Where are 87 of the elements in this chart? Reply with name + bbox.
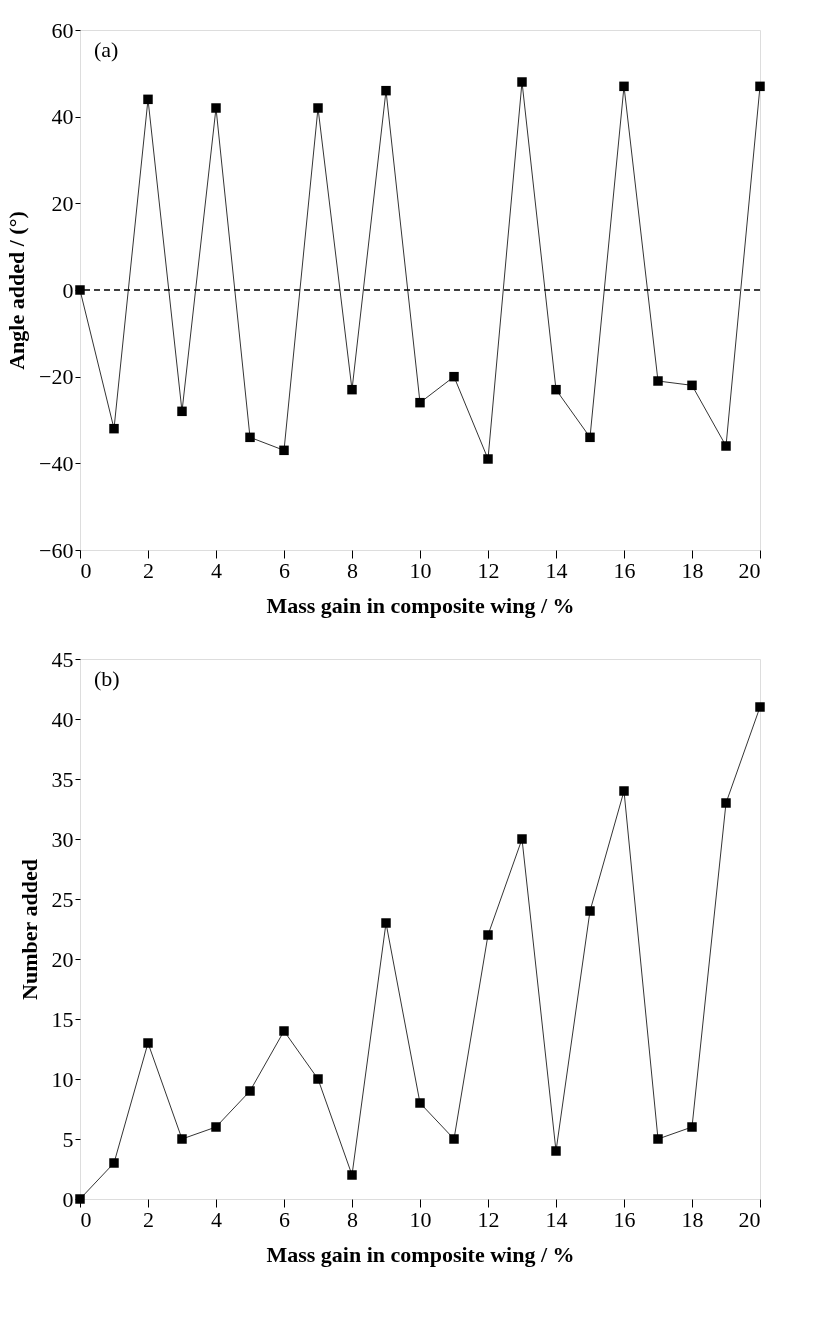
point bbox=[177, 1134, 187, 1144]
x-tick-label: 18 bbox=[681, 1206, 704, 1232]
point bbox=[381, 85, 391, 96]
annotation: (a) bbox=[94, 37, 119, 62]
point bbox=[347, 1170, 357, 1180]
point bbox=[75, 1194, 85, 1204]
point bbox=[721, 798, 731, 808]
point bbox=[415, 397, 425, 408]
point bbox=[415, 1098, 425, 1108]
y-tick-label: 15 bbox=[51, 1006, 74, 1032]
x-tick-label: 20 bbox=[738, 1206, 761, 1232]
point bbox=[585, 906, 595, 916]
point bbox=[245, 432, 255, 443]
point bbox=[449, 371, 459, 382]
point bbox=[245, 1086, 255, 1096]
point bbox=[109, 1158, 119, 1168]
y-tick-label: 10 bbox=[51, 1066, 74, 1092]
x-tick-label: 18 bbox=[681, 557, 704, 583]
x-tick-label: 16 bbox=[613, 557, 636, 583]
x-axis-title: Mass gain in composite wing / % bbox=[266, 1241, 575, 1267]
point bbox=[177, 406, 187, 417]
y-tick-label: 35 bbox=[51, 766, 74, 792]
point bbox=[313, 1074, 323, 1084]
y-tick-label: 20 bbox=[51, 946, 74, 972]
point bbox=[585, 432, 595, 443]
point bbox=[653, 376, 663, 386]
point bbox=[517, 77, 527, 87]
point bbox=[449, 1134, 459, 1144]
y-tick-label: 40 bbox=[51, 104, 74, 130]
x-tick-label: 16 bbox=[613, 1206, 636, 1232]
y-tick-label: 40 bbox=[51, 706, 74, 732]
y-tick-label: 60 bbox=[51, 17, 74, 43]
x-tick-label: 20 bbox=[738, 557, 761, 583]
y-tick-label: −40 bbox=[39, 450, 74, 476]
point bbox=[687, 380, 697, 391]
point bbox=[483, 454, 493, 464]
y-tick-label: 45 bbox=[51, 646, 74, 672]
y-tick-label: −20 bbox=[39, 364, 74, 390]
point bbox=[279, 1026, 289, 1036]
y-tick-label: 25 bbox=[51, 886, 74, 912]
y-axis-title: Angle added / (°) bbox=[4, 211, 30, 370]
point bbox=[143, 1038, 153, 1048]
x-tick-label: 14 bbox=[545, 557, 568, 583]
x-tick-label: 8 bbox=[347, 1206, 358, 1232]
point bbox=[551, 1146, 561, 1156]
x-tick-label: 0 bbox=[80, 1206, 92, 1232]
point bbox=[313, 103, 323, 113]
point bbox=[551, 384, 561, 395]
point bbox=[619, 81, 629, 92]
x-tick-label: 14 bbox=[545, 1206, 568, 1232]
y-tick-label: 30 bbox=[51, 826, 74, 852]
point bbox=[483, 930, 493, 940]
x-tick-label: 10 bbox=[409, 1206, 432, 1232]
annotation: (b) bbox=[94, 666, 120, 691]
point bbox=[279, 445, 289, 456]
point bbox=[347, 384, 357, 395]
x-tick-label: 12 bbox=[477, 557, 500, 583]
y-tick-label: −60 bbox=[39, 537, 74, 563]
point bbox=[143, 94, 153, 105]
point bbox=[109, 423, 119, 434]
y-tick-label: 20 bbox=[51, 190, 74, 216]
x-tick-label: 2 bbox=[143, 1206, 154, 1232]
x-tick-label: 6 bbox=[279, 557, 290, 583]
x-tick-label: 4 bbox=[211, 557, 222, 583]
x-tick-label: 2 bbox=[143, 557, 154, 583]
point bbox=[75, 285, 85, 295]
x-tick-label: 10 bbox=[409, 557, 432, 583]
point bbox=[211, 103, 221, 113]
y-axis-title: Number added bbox=[16, 859, 42, 1000]
point bbox=[653, 1134, 663, 1144]
y-tick-label: 5 bbox=[62, 1126, 74, 1152]
y-tick-label: 0 bbox=[62, 277, 74, 303]
x-tick-label: 4 bbox=[211, 1206, 222, 1232]
point bbox=[755, 81, 765, 92]
point bbox=[211, 1122, 221, 1132]
point bbox=[755, 702, 765, 712]
point bbox=[687, 1122, 697, 1132]
x-tick-label: 0 bbox=[80, 557, 92, 583]
point bbox=[721, 441, 731, 451]
x-axis-title: Mass gain in composite wing / % bbox=[266, 592, 575, 618]
x-tick-label: 12 bbox=[477, 1206, 500, 1232]
x-tick-label: 8 bbox=[347, 557, 358, 583]
point bbox=[619, 786, 629, 796]
point bbox=[517, 834, 527, 844]
x-tick-label: 6 bbox=[279, 1206, 290, 1232]
y-tick-label: 0 bbox=[62, 1186, 74, 1212]
point bbox=[381, 918, 391, 928]
